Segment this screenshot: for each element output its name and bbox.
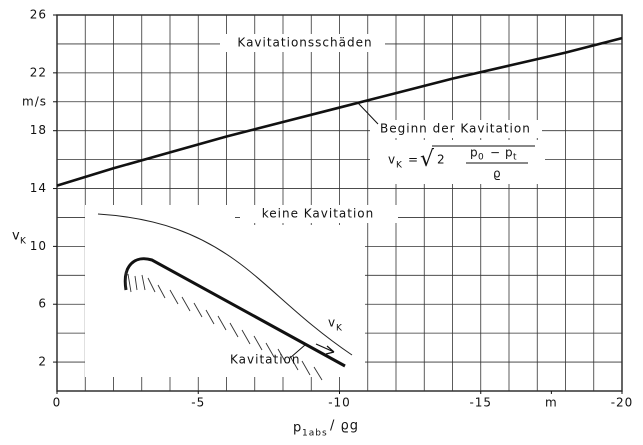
formula-text: t [513, 153, 518, 163]
x-tick-label: -15 [469, 396, 492, 410]
region-label: keine Kavitation [262, 207, 375, 221]
formula-text: p [470, 146, 479, 160]
x-tick-label: -20 [611, 396, 634, 410]
formula-text: ϱ [493, 167, 502, 181]
velocity-arrow [315, 343, 335, 355]
formula-text: K [396, 161, 403, 171]
y-tick-label: 10 [30, 239, 47, 253]
y-axis-label: v [12, 229, 21, 244]
data-line [56, 36, 623, 187]
formula-text: v [388, 153, 396, 167]
label-bg [240, 205, 398, 223]
foil [123, 257, 346, 368]
x-axis-label: 1abs [302, 429, 328, 439]
label-bg [370, 120, 542, 138]
streamline [97, 213, 353, 356]
x-tick-label: 0 [53, 396, 62, 410]
y-tick-label: 14 [30, 181, 47, 195]
y-tick-label: 6 [38, 297, 47, 311]
inset-label: Kavitation [230, 353, 301, 367]
x-tick-label: -5 [191, 396, 205, 410]
label-bg [370, 140, 545, 184]
x-tick-label: m [545, 396, 558, 410]
hatching [125, 270, 323, 381]
inset-label: K [336, 324, 343, 334]
y-tick-label: 22 [30, 65, 47, 79]
region-label: Kavitationsschäden [237, 36, 372, 50]
y-tick-label: m/s [22, 94, 47, 108]
y-tick-label: 2 [38, 355, 47, 369]
inset: v K Kavitation [97, 213, 353, 381]
formula: v K = √ 2 p 0 − p t ϱ [388, 145, 535, 181]
y-axis-label: K [20, 237, 27, 247]
formula-text: p [505, 146, 514, 160]
inset-bg [85, 205, 235, 377]
inset-bg [235, 225, 365, 377]
formula-text: = [408, 153, 419, 167]
x-axis-label: p [293, 421, 302, 436]
onset-label: Beginn der Kavitation [380, 122, 531, 136]
formula-text: 2 [437, 153, 446, 167]
inset-label: v [328, 316, 336, 330]
formula-text: √ [420, 147, 435, 172]
label-bg [220, 34, 385, 52]
leader-line [357, 102, 379, 125]
leader-line [289, 344, 306, 359]
y-tick-label: 18 [30, 123, 47, 137]
x-axis-label: / ϱg [330, 419, 359, 434]
formula-text: 0 [478, 153, 485, 163]
y-tick-label: 26 [30, 8, 47, 22]
x-tick-label: -10 [328, 396, 351, 410]
formula-text: − [490, 146, 501, 160]
